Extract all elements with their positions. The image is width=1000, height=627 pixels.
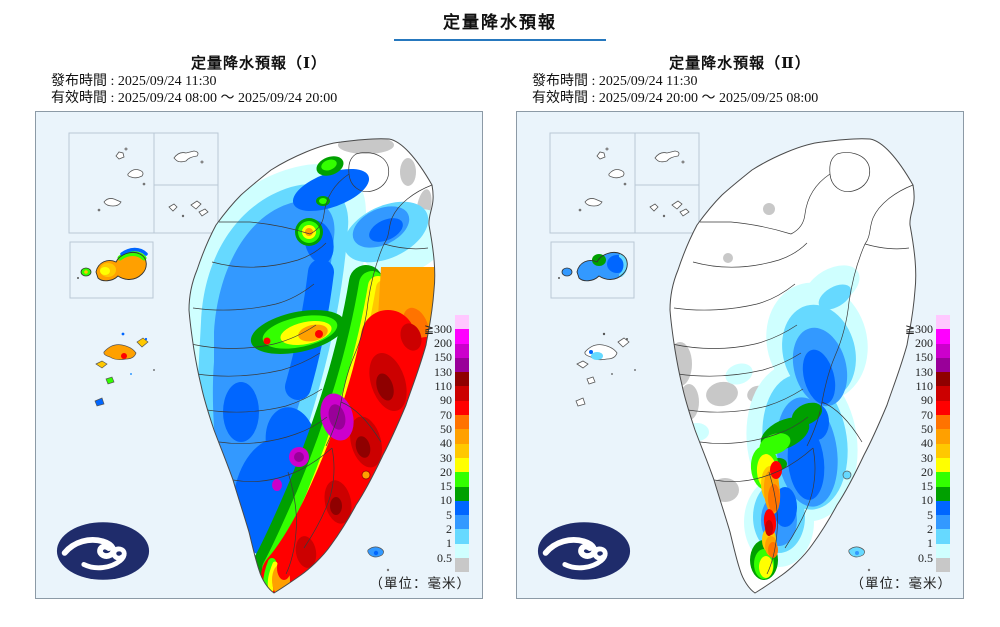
- legend-swatch: [936, 472, 950, 487]
- legend-swatch: [936, 529, 950, 544]
- rainfall-legend: ≧300 200 150 130 110 90 70 50 40 30 20 15 10 5 2 1 0.5: [890, 315, 950, 573]
- legend-swatch: [936, 558, 950, 573]
- legend-swatch: [455, 400, 469, 416]
- legend-swatch-column: [455, 315, 469, 573]
- legend-label: 40: [921, 436, 933, 451]
- legend-label: 70: [921, 407, 933, 422]
- page-header: 定量降水預報: [0, 8, 1000, 41]
- legend-label: 40: [440, 436, 452, 451]
- legend-swatch: [455, 386, 469, 401]
- legend-label: 50: [440, 421, 452, 436]
- panel-issued-time: 發布時間 : 2025/09/24 11:30: [532, 74, 698, 89]
- legend-label: 20: [921, 464, 933, 479]
- unit-note: （單位：毫米）: [850, 576, 952, 591]
- qpf-panel-2: 定量降水預報（Ⅱ） 發布時間 : 2025/09/24 11:30 有效時間 :…: [516, 55, 964, 599]
- legend-swatch: [455, 558, 469, 573]
- legend-label: 5: [927, 507, 933, 522]
- legend-swatch: [455, 472, 469, 487]
- legend-swatch: [455, 329, 469, 344]
- legend-label: 70: [440, 407, 452, 422]
- legend-swatch: [936, 543, 950, 559]
- legend-label: 200: [434, 336, 452, 351]
- qpf-map-1: [68, 132, 436, 594]
- legend-swatch: [936, 343, 950, 358]
- legend-label: 2: [446, 522, 452, 536]
- panel-valid-time: 有效時間 : 2025/09/24 08:00 ～ 2025/09/24 20:…: [51, 91, 338, 106]
- qpf-map-2: [549, 132, 917, 594]
- legend-label: 150: [915, 350, 933, 365]
- legend-swatch: [455, 372, 469, 387]
- legend-swatch: [455, 500, 469, 516]
- legend-label: ≧300: [904, 321, 933, 336]
- panel-title: 定量降水預報（Ⅰ）: [190, 56, 328, 72]
- legend-label: 90: [921, 393, 933, 408]
- legend-label: 10: [440, 493, 452, 508]
- legend-swatch: [936, 500, 950, 516]
- legend-label: 30: [921, 450, 933, 465]
- legend-label: 110: [434, 379, 452, 393]
- legend-label: 200: [915, 336, 933, 351]
- legend-swatch: [936, 457, 950, 473]
- legend-swatch: [936, 515, 950, 530]
- legend-swatch: [936, 357, 950, 373]
- legend-swatch: [455, 457, 469, 473]
- legend-swatch: [936, 486, 950, 501]
- legend-label: ≧300: [423, 321, 452, 336]
- legend-swatch: [936, 386, 950, 401]
- legend-label: 0.5: [918, 550, 933, 565]
- legend-label: 30: [440, 450, 452, 465]
- page-title: 定量降水預報: [443, 13, 557, 32]
- legend-label: 2: [927, 522, 933, 536]
- legend-swatch: [936, 429, 950, 444]
- legend-label: 15: [440, 479, 452, 494]
- legend-label: 10: [921, 493, 933, 508]
- legend-swatch: [936, 315, 950, 330]
- legend-swatch: [455, 486, 469, 501]
- legend-label: 1: [446, 536, 452, 551]
- cwa-logo: [537, 522, 631, 580]
- legend-swatch: [455, 543, 469, 559]
- legend-label: 90: [440, 393, 452, 408]
- panel-title: 定量降水預報（Ⅱ）: [669, 56, 811, 72]
- legend-swatch: [455, 515, 469, 530]
- legend-label: 150: [434, 350, 452, 365]
- legend-swatch: [455, 315, 469, 330]
- legend-label: 20: [440, 464, 452, 479]
- legend-swatch: [936, 400, 950, 416]
- cwa-logo: [56, 522, 150, 580]
- legend-label: 130: [915, 364, 933, 379]
- legend-swatch: [936, 415, 950, 430]
- title-underline: [394, 39, 606, 41]
- rainfall-legend: ≧300 200 150 130 110 90 70 50 40 30 20 15 10 5 2 1 0.5: [409, 315, 469, 573]
- legend-label: 130: [434, 364, 452, 379]
- legend-swatch: [455, 529, 469, 544]
- legend-label: 15: [921, 479, 933, 494]
- legend-swatch: [455, 357, 469, 373]
- unit-note: （單位：毫米）: [369, 576, 471, 591]
- legend-label: 1: [927, 536, 933, 551]
- legend-swatch: [455, 343, 469, 358]
- legend-swatch: [936, 372, 950, 387]
- legend-swatch: [936, 329, 950, 344]
- panel-valid-time: 有效時間 : 2025/09/24 20:00 ～ 2025/09/25 08:…: [532, 91, 819, 106]
- legend-swatch: [455, 443, 469, 458]
- legend-swatch: [455, 415, 469, 430]
- legend-swatch: [455, 429, 469, 444]
- legend-swatch: [936, 443, 950, 458]
- legend-label: 50: [921, 421, 933, 436]
- legend-label: 0.5: [437, 550, 452, 565]
- map-frame-2: ≧300 200 150 130 110 90 70 50 40 30 20 15 10 5 2 1 0.5 （…: [516, 111, 964, 599]
- qpf-panel-1: 定量降水預報（Ⅰ） 發布時間 : 2025/09/24 11:30 有效時間 :…: [35, 55, 483, 599]
- legend-label: 5: [446, 507, 452, 522]
- legend-swatch-column: [936, 315, 950, 573]
- map-frame-1: ≧300 200 150 130 110 90 70 50 40 30 20 15 10 5 2 1 0.5 （…: [35, 111, 483, 599]
- panel-issued-time: 發布時間 : 2025/09/24 11:30: [51, 74, 217, 89]
- legend-label: 110: [915, 379, 933, 393]
